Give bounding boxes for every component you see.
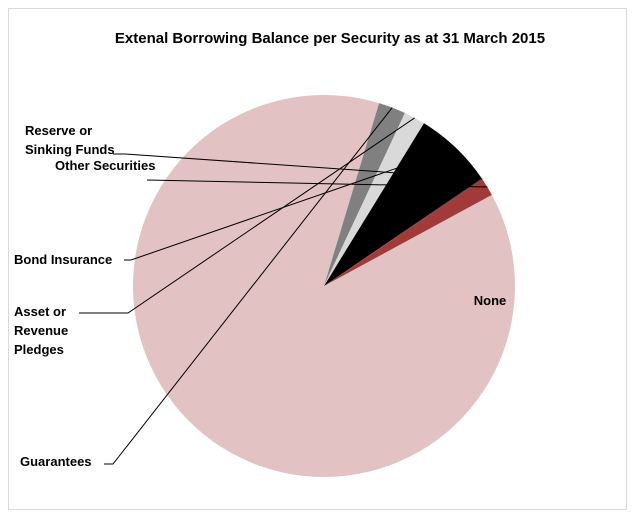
- label-none: None: [474, 293, 507, 308]
- label-reserve-or-sinking-funds: Reserve or Sinking Funds: [25, 123, 115, 157]
- label-asset-or-revenue-pledges: Asset or Revenue Pledges: [14, 304, 68, 357]
- leader-line-reserve-or-sinking-funds: [113, 153, 483, 180]
- leader-lines: [79, 107, 488, 465]
- label-bond-insurance: Bond Insurance: [14, 252, 112, 267]
- slice-bond-insurance: [324, 123, 482, 286]
- leader-line-other-securities: [146, 179, 488, 188]
- pie-slices: [132, 94, 515, 477]
- slice-labels: None Guarantees Asset or Revenue Pledges Bond…: [14, 123, 506, 469]
- label-other-securities: Other Securities: [55, 158, 155, 173]
- chart-title: Extenal Borrowing Balance per Security a…: [115, 30, 545, 47]
- slice-other-securities: [324, 179, 492, 286]
- slice-asset-or-revenue-pledges: [324, 112, 424, 287]
- label-guarantees: Guarantees: [20, 454, 92, 469]
- slice-guarantees: [324, 103, 405, 287]
- slice-reserve-or-sinking-funds: [324, 178, 483, 286]
- leader-line-guarantees: [104, 107, 393, 465]
- leader-line-bond-insurance: [124, 147, 456, 261]
- slice-none: [132, 94, 515, 477]
- leader-line-asset-or-revenue-pledges: [79, 117, 415, 314]
